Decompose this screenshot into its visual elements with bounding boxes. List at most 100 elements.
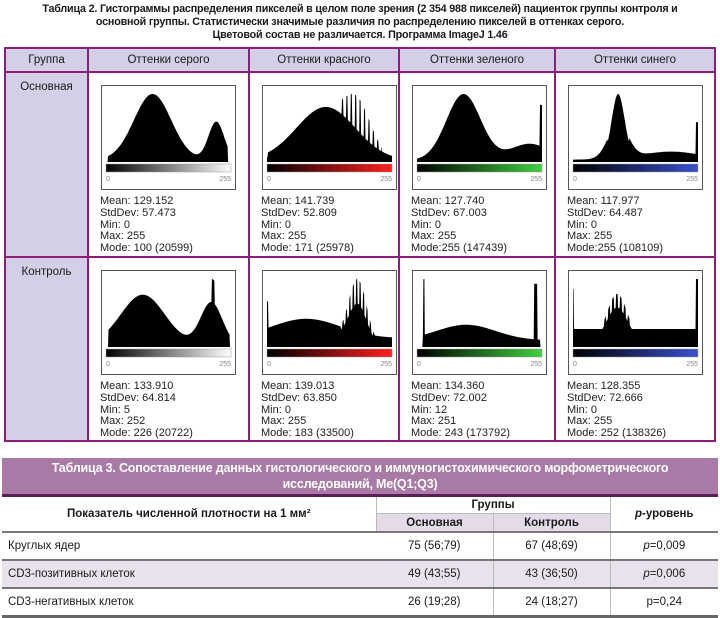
- stat-max: Max: 252: [100, 415, 146, 428]
- stat-max: Max: 255: [100, 230, 146, 243]
- axis-max-label: 255: [380, 176, 392, 183]
- stat-stddev: StdDev: 72.002: [411, 391, 487, 404]
- stat-mean: Mean: 127.740: [411, 195, 485, 207]
- color-gradient-bar: [105, 163, 232, 173]
- color-gradient-bar: [266, 348, 393, 358]
- histogram-green: 0 255: [412, 270, 547, 375]
- histogram-stats: Mean: 139.013 StdDev: 63.850 Min: 0 Max: 25…: [261, 380, 398, 440]
- p-number: p=0,24: [646, 596, 683, 608]
- caption-line: Таблица 2. Гистограммы распределения пик…: [42, 3, 678, 15]
- histogram-frame: [568, 270, 703, 375]
- value-main: 75 (56;79): [376, 531, 494, 560]
- hist-cell: 0 255 Mean: 134.360 StdDev: 72.002 Min: 12 Ma…: [398, 256, 556, 442]
- p-number: =0,009: [649, 540, 686, 552]
- histogram-table: Группа Оттенки серого Оттенки красного О…: [4, 47, 716, 442]
- caption-line: основной группы. Статистически значимые …: [95, 16, 625, 28]
- stat-mean: Mean: 133.910: [100, 380, 174, 392]
- histogram-frame: [412, 270, 547, 375]
- stat-stddev: StdDev: 64.814: [100, 391, 176, 404]
- histogram-frame: [568, 85, 703, 190]
- histogram-frame: [262, 270, 397, 375]
- header-green: Оттенки зеленого: [398, 47, 556, 73]
- value-control: 67 (48;69): [493, 531, 611, 560]
- axis-max-label: 255: [219, 361, 231, 368]
- axis-max-label: 255: [380, 361, 392, 368]
- p-value: p=0,24: [610, 587, 719, 618]
- stat-mean: Mean: 129.152: [100, 195, 174, 207]
- stat-mean: Mean: 117.977: [567, 195, 640, 207]
- stat-max: Max: 255: [261, 415, 307, 428]
- color-gradient-bar: [572, 348, 699, 358]
- subheader-row: Основная Контроль: [2, 513, 718, 532]
- divider: [2, 494, 718, 497]
- axis-min-label: 0: [267, 361, 271, 368]
- row-control: Контроль 0 255 Mean: 133.910 StdDev: 64.814…: [4, 256, 716, 442]
- value-main: 49 (43;55): [376, 559, 494, 588]
- stat-mean: Mean: 134.360: [411, 380, 485, 392]
- p-level-rest: -уровень: [642, 508, 694, 520]
- stat-mean: Mean: 128.355: [567, 380, 641, 392]
- histogram-blue: 0 255: [568, 85, 703, 190]
- table3-title: Таблица 3. Сопоставление данных гистолог…: [2, 458, 718, 494]
- stat-mode: Mode: 243 (173792): [411, 427, 511, 440]
- stat-min: Min: 0: [261, 403, 291, 416]
- stat-mode: Mode:255 (147439): [411, 242, 508, 255]
- p-number: =0,006: [649, 568, 686, 580]
- axis-max-label: 255: [686, 176, 698, 183]
- table2-caption: Таблица 2. Гистограммы распределения пик…: [14, 3, 705, 42]
- stat-mean: Mean: 139.013: [261, 380, 335, 392]
- table-row: CD3-негативных клеток 26 (19;28) 24 (18;…: [2, 587, 719, 618]
- hist-cell: 0 255 Mean: 129.152 StdDev: 57.473 Min: 0 Max…: [87, 71, 250, 258]
- histogram-stats: Mean: 117.977 StdDev: 64.487 Min: 0 Max: 25…: [567, 195, 714, 255]
- histogram-green: 0 255: [412, 85, 547, 190]
- axis-min-label: 0: [573, 361, 577, 368]
- p-value: p=0,009: [610, 531, 719, 560]
- header-group: Группа: [4, 47, 89, 73]
- stat-stddev: StdDev: 67.003: [411, 206, 487, 219]
- histogram-stats: Mean: 141.739 StdDev: 52.809 Min: 0 Max: 25…: [261, 195, 398, 255]
- histogram-area: [267, 279, 392, 347]
- histogram-stats: Mean: 129.152 StdDev: 57.473 Min: 0 Max: 25…: [100, 195, 248, 255]
- hist-cell: 0 255 Mean: 141.739 StdDev: 52.809 Min: 0 Max…: [248, 71, 400, 258]
- p-letter: p: [643, 540, 650, 552]
- stat-min: Min: 0: [261, 218, 291, 231]
- header-row: Показатель численной плотности на 1 мм² …: [2, 497, 718, 532]
- header-groups: Группы: [376, 497, 611, 514]
- row-label: Круглых ядер: [2, 531, 376, 560]
- hist-cell: 0 255 Mean: 128.355 StdDev: 72.666 Min: 0 Max…: [554, 256, 716, 442]
- color-gradient-bar: [105, 348, 232, 358]
- axis-min-label: 0: [106, 361, 110, 368]
- histogram-stats: Mean: 127.740 StdDev: 67.003 Min: 0 Max: 25…: [411, 195, 554, 255]
- header-main: Основная: [376, 513, 494, 532]
- header-control: Контроль: [493, 513, 611, 532]
- table-row: CD3-позитивных клеток 49 (43;55) 43 (36;…: [2, 559, 719, 588]
- morphometry-table: Показатель численной плотности на 1 мм² …: [2, 497, 719, 618]
- title-line: исследований, Me(Q1;Q3): [282, 477, 438, 491]
- stat-stddev: StdDev: 63.850: [261, 391, 337, 404]
- p-letter: p: [643, 568, 650, 580]
- histogram-stats: Mean: 128.355 StdDev: 72.666 Min: 0 Max: 25…: [567, 380, 714, 440]
- header-blue: Оттенки синего: [554, 47, 716, 73]
- stat-stddev: StdDev: 52.809: [261, 206, 337, 219]
- stat-max: Max: 251: [411, 415, 457, 428]
- hist-cell: 0 255 Mean: 133.910 StdDev: 64.814 Min: 5 Max…: [87, 256, 250, 442]
- stat-min: Min: 0: [567, 218, 597, 231]
- stat-min: Min: 0: [567, 403, 597, 416]
- histogram-area: [417, 279, 542, 347]
- stat-mode: Mode: 252 (138326): [567, 427, 667, 440]
- group-label: Контроль: [4, 256, 89, 442]
- histogram-gray: 0 255: [101, 85, 236, 190]
- stat-mean: Mean: 141.739: [261, 195, 335, 207]
- histogram-area: [267, 94, 392, 162]
- histogram-area: [573, 279, 698, 347]
- histogram-red: 0 255: [262, 270, 397, 375]
- axis-max-label: 255: [219, 176, 231, 183]
- stat-mode: Mode: 171 (25978): [261, 242, 354, 255]
- histogram-area: [106, 279, 231, 347]
- color-gradient-bar: [572, 163, 699, 173]
- axis-min-label: 0: [417, 361, 421, 368]
- histogram-area: [417, 94, 542, 162]
- histogram-stats: Mean: 133.910 StdDev: 64.814 Min: 5 Max: 25…: [100, 380, 248, 440]
- histogram-gray: 0 255: [101, 270, 236, 375]
- stat-min: Min: 0: [411, 218, 441, 231]
